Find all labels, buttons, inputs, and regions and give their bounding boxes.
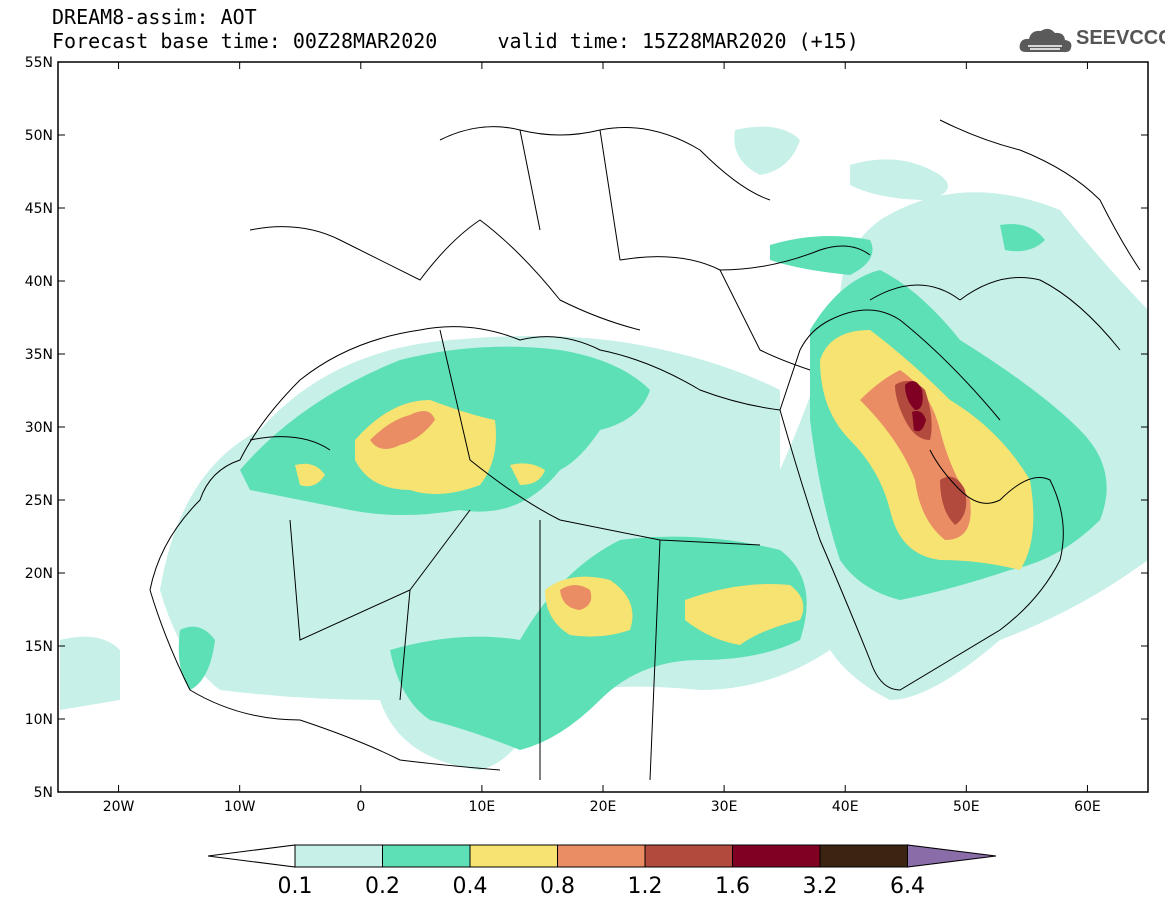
forecast-time-subtitle: Forecast base time: 00Z28MAR2020 valid t… [52,29,859,53]
colorbar-label: 6.4 [890,874,925,899]
x-tick-label: 20E [590,799,617,815]
colorbar-label: 1.6 [715,874,750,899]
y-tick-label: 20N [25,566,53,582]
y-tick-label: 5N [34,785,53,801]
colorbar-swatch [294,844,383,868]
coastline-outline [149,119,1141,781]
colorbar-label: 0.4 [453,874,488,899]
y-tick-label: 35N [25,347,53,363]
seevccc-logo: SEEVCCC [1018,24,1165,58]
x-tick-label: 40E [832,799,859,815]
longitude-axis: 20W 10W 0 10E 20E 30E 40E 50E 60E [103,62,1101,815]
y-tick-label: 10N [25,712,53,728]
colorbar-swatch [382,844,471,868]
colorbar-label: 3.2 [803,874,838,899]
latitude-axis: 55N 50N 45N 40N 35N 30N 25N 20N 15N 10N 5N [25,55,1148,801]
y-tick-label: 40N [25,274,53,290]
aot-field [60,126,1148,770]
colorbar-label: 0.2 [365,874,400,899]
y-tick-label: 55N [25,55,53,71]
x-tick-label: 0 [356,799,365,815]
aot-colorbar: 0.1 0.2 0.4 0.8 1.2 1.6 3.2 6.4 [207,844,997,899]
x-tick-label: 20W [103,799,135,815]
colorbar-low-arrow [207,844,296,868]
x-tick-label: 10E [469,799,496,815]
y-tick-label: 25N [25,493,53,509]
x-tick-label: 60E [1074,799,1101,815]
colorbar-high-arrow [907,844,997,868]
y-tick-label: 30N [25,420,53,436]
y-tick-label: 15N [25,639,53,655]
colorbar-swatch [732,844,821,868]
colorbar-label: 0.1 [278,874,313,899]
colorbar-swatch [819,844,908,868]
colorbar-swatch [644,844,733,868]
x-tick-label: 30E [711,799,738,815]
x-tick-label: 50E [953,799,980,815]
y-tick-label: 45N [25,201,53,217]
y-tick-label: 50N [25,128,53,144]
colorbar-label: 0.8 [540,874,575,899]
colorbar-label: 1.2 [628,874,663,899]
colorbar-swatch [469,844,558,868]
logo-text: SEEVCCC [1076,27,1165,49]
cloud-icon [1019,28,1072,53]
x-tick-label: 10W [224,799,256,815]
colorbar-swatch [557,844,646,868]
map-title: DREAM8-assim: AOT [52,5,257,29]
